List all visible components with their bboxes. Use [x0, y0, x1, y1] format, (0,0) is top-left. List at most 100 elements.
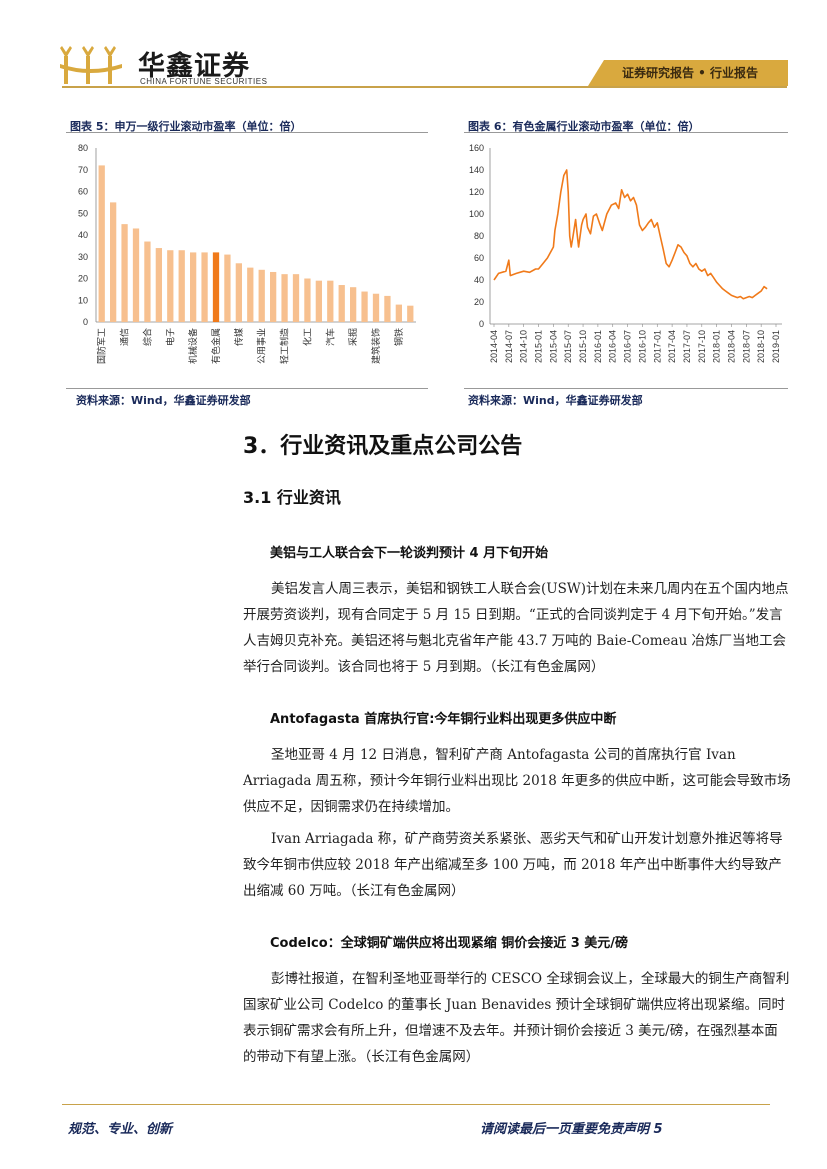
bar — [361, 291, 368, 322]
x-tick-label: 2017-01 — [652, 330, 662, 363]
bar — [327, 280, 334, 322]
x-tick-label: 2017-10 — [697, 330, 707, 363]
bar — [315, 280, 322, 322]
category-label: 电子 — [164, 328, 176, 346]
y-tick-label: 0 — [479, 319, 484, 329]
section-heading: 3．行业资讯及重点公司公告 — [243, 434, 523, 459]
y-tick-label: 40 — [474, 275, 484, 285]
x-tick-label: 2014-04 — [489, 330, 499, 363]
footer-divider — [62, 1104, 770, 1105]
bar — [121, 224, 128, 322]
x-tick-label: 2018-07 — [741, 330, 751, 363]
x-tick-label: 2018-01 — [712, 330, 722, 363]
bar — [167, 250, 174, 322]
y-tick-label: 80 — [78, 143, 88, 153]
footer-motto: 规范、专业、创新 — [68, 1122, 173, 1137]
x-tick-label: 2016-01 — [593, 330, 603, 363]
bar — [350, 287, 357, 322]
category-label: 采掘 — [347, 328, 359, 346]
figure-5-title: 图表 5：申万一级行业滚动市盈率（单位：倍） — [70, 120, 302, 133]
y-tick-label: 0 — [83, 317, 88, 327]
report-tag: 证券研究报告 • 行业报告 — [622, 66, 759, 80]
bar — [155, 248, 162, 322]
bar — [395, 304, 402, 322]
category-label: 通信 — [119, 328, 131, 346]
news-3-paragraph-1: 彭博社报道，在智利圣地亚哥举行的 CESCO 全球铜会议上，全球最大的铜生产商智… — [243, 971, 790, 1065]
news-2-paragraph-2: Ivan Arriagada 称，矿产商劳资关系紧张、恶劣天气和矿山开发计划意外… — [243, 831, 783, 899]
bar — [110, 202, 117, 322]
news-2-title: Antofagasta 首席执行官:今年铜行业料出现更多供应中断 — [270, 712, 617, 727]
category-label: 综合 — [141, 328, 153, 346]
figure-5-source: 资料来源：Wind，华鑫证券研发部 — [76, 394, 251, 407]
y-tick-label: 10 — [78, 295, 88, 305]
x-tick-label: 2016-07 — [623, 330, 633, 363]
x-tick-label: 2017-07 — [682, 330, 692, 363]
category-label: 化工 — [301, 328, 313, 346]
x-tick-label: 2015-10 — [578, 330, 588, 363]
bar — [212, 252, 220, 322]
category-label: 国防军工 — [96, 328, 108, 364]
bar — [384, 295, 391, 322]
category-label: 机械设备 — [187, 328, 199, 364]
category-label: 汽车 — [324, 328, 336, 346]
y-tick-label: 50 — [78, 208, 88, 218]
bar — [190, 252, 197, 322]
bar — [281, 274, 288, 322]
y-tick-label: 120 — [469, 187, 484, 197]
y-tick-label: 20 — [474, 297, 484, 307]
y-tick-label: 100 — [469, 209, 484, 219]
x-tick-label: 2016-10 — [637, 330, 647, 363]
bar — [144, 241, 151, 322]
news-1-paragraph-1: 美铝发言人周三表示，美铝和钢铁工人联合会(USW)计划在未来几周内在五个国内地点… — [243, 581, 789, 675]
y-tick-label: 30 — [78, 252, 88, 262]
company-logo-icon — [60, 46, 122, 84]
figure-5-top-rule — [66, 132, 428, 133]
logo-chinese-name: 华鑫证券 — [138, 51, 250, 82]
y-tick-label: 60 — [78, 187, 88, 197]
bar — [132, 228, 140, 322]
bar — [235, 263, 242, 322]
logo-english-name: CHINA FORTUNE SECURITIES — [140, 77, 268, 86]
news-1-title: 美铝与工人联合会下一轮谈判预计 4 月下旬开始 — [270, 546, 549, 561]
x-tick-label: 2017-04 — [667, 330, 677, 363]
bar — [304, 278, 311, 322]
report-tag-background — [588, 60, 788, 86]
news-2-paragraph-1: 圣地亚哥 4 月 12 日消息，智利矿产商 Antofagasta 公司的首席执… — [243, 747, 791, 815]
x-tick-label: 2019-01 — [771, 330, 781, 363]
y-tick-label: 80 — [474, 231, 484, 241]
category-label: 建筑装饰 — [370, 328, 382, 364]
x-tick-label: 2015-07 — [563, 330, 573, 363]
x-tick-label: 2015-01 — [534, 330, 544, 363]
y-tick-label: 140 — [469, 165, 484, 175]
y-tick-label: 60 — [474, 253, 484, 263]
category-label: 钢铁 — [393, 328, 405, 346]
bar — [372, 293, 380, 322]
series-line — [493, 169, 768, 300]
page-header: 华鑫证券 CHINA FORTUNE SECURITIES 证券研究报告 • 行… — [0, 0, 827, 100]
x-tick-label: 2018-04 — [726, 330, 736, 363]
y-tick-label: 20 — [78, 274, 88, 284]
x-tick-label: 2018-10 — [756, 330, 766, 363]
figure-6-bottom-rule — [464, 388, 788, 389]
category-label: 传媒 — [233, 328, 245, 346]
footer-disclaimer-page: 请阅读最后一页重要免责声明 5 — [480, 1122, 663, 1137]
x-tick-label: 2016-04 — [608, 330, 618, 363]
bar — [98, 165, 105, 322]
figure-6-source: 资料来源：Wind，华鑫证券研发部 — [468, 394, 643, 407]
bar — [201, 252, 208, 322]
figure-6-top-rule — [464, 132, 788, 133]
news-3-title: Codelco：全球铜矿端供应将出现紧缩 铜价会接近 3 美元/磅 — [270, 936, 629, 951]
header-divider — [62, 86, 787, 88]
y-tick-label: 160 — [469, 143, 484, 153]
bar — [338, 285, 345, 322]
bar — [178, 250, 185, 322]
x-tick-label: 2015-04 — [548, 330, 558, 363]
category-label: 有色金属 — [210, 328, 222, 364]
figure-5-bottom-rule — [66, 388, 428, 389]
figure-5-bar-chart: 0 10 20 30 40 50 60 70 80 国防军工 通信 综合 电子 机械设备 有色金属 传媒 公用事… — [78, 143, 416, 364]
category-label: 轻工制造 — [279, 328, 291, 364]
category-label: 公用事业 — [256, 328, 268, 364]
x-tick-label: 2014-10 — [519, 330, 529, 363]
bar — [292, 274, 300, 322]
bar — [270, 271, 277, 322]
